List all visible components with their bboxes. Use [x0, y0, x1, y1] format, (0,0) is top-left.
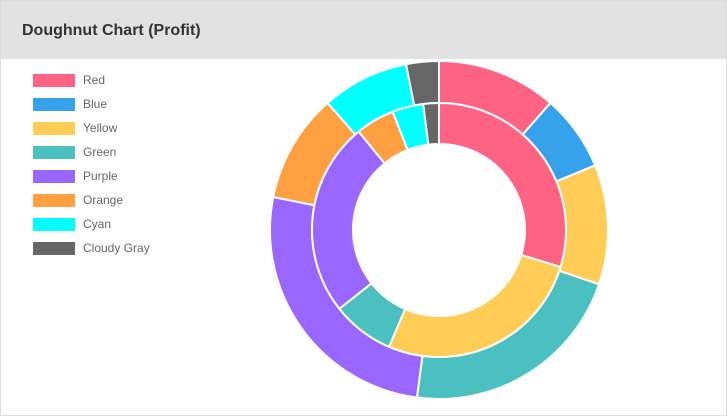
legend-label-purple: Purple [83, 169, 118, 183]
legend-swatch-green [33, 145, 75, 159]
legend-label-blue: Blue [83, 97, 108, 111]
legend-item-red[interactable]: Red [33, 68, 150, 92]
legend-item-yellow[interactable]: Yellow [33, 116, 150, 140]
inner-slice-cloudy-gray[interactable] [422, 101, 440, 146]
legend-swatch-yellow [33, 121, 75, 135]
card-title: Doughnut Chart (Profit) [22, 22, 201, 39]
legend-item-blue[interactable]: Blue [33, 92, 150, 116]
legend-label-green: Green [83, 145, 117, 159]
legend-swatch-orange [33, 193, 75, 207]
legend-label-cloudy-gray: Cloudy Gray [83, 241, 150, 255]
legend-item-purple[interactable]: Purple [33, 164, 150, 188]
legend-label-cyan: Cyan [83, 217, 112, 231]
legend-label-orange: Orange [83, 193, 124, 207]
chart-legend: Red Blue Yellow Green Purple Orange Cyan… [33, 68, 150, 260]
legend-label-yellow: Yellow [83, 121, 118, 135]
legend-swatch-purple [33, 169, 75, 183]
legend-item-orange[interactable]: Orange [33, 188, 150, 212]
legend-swatch-blue [33, 97, 75, 111]
legend-item-cloudy-gray[interactable]: Cloudy Gray [33, 236, 150, 260]
legend-swatch-cyan [33, 217, 75, 231]
legend-swatch-cloudy-gray [33, 241, 75, 255]
card-header: Doughnut Chart (Profit) [1, 1, 726, 59]
inner-slice-red[interactable] [438, 102, 567, 268]
legend-item-cyan[interactable]: Cyan [33, 212, 150, 236]
legend-label-red: Red [83, 73, 106, 87]
legend-swatch-red [33, 73, 75, 87]
legend-item-green[interactable]: Green [33, 140, 150, 164]
